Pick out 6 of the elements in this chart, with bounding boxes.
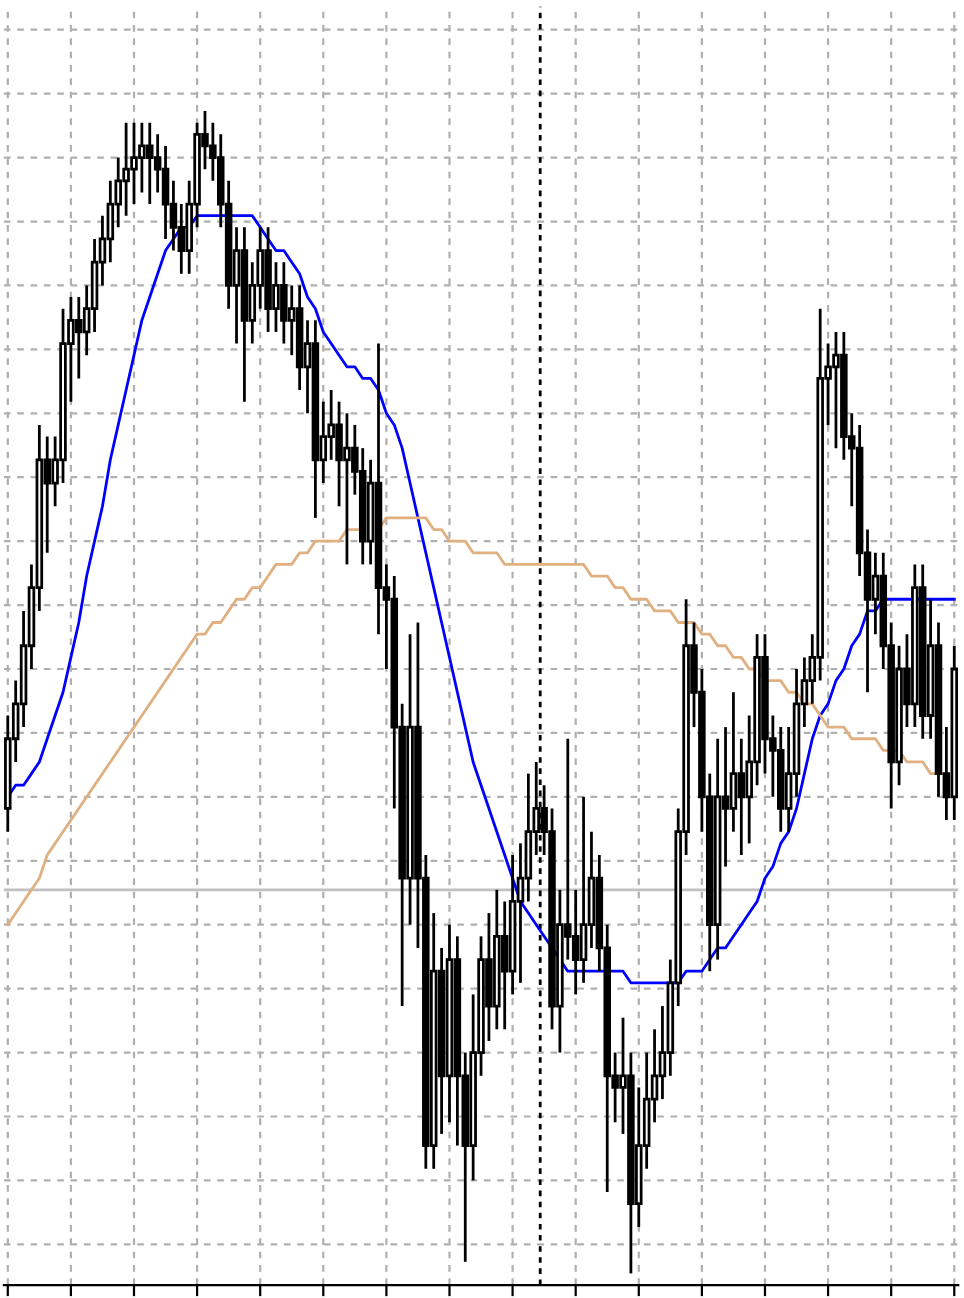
candlestick: [737, 737, 746, 857]
candlestick: [500, 900, 509, 1031]
candlestick: [75, 295, 83, 380]
candlestick: [146, 121, 154, 206]
candlestick: [832, 330, 840, 450]
candlestick: [343, 411, 351, 566]
